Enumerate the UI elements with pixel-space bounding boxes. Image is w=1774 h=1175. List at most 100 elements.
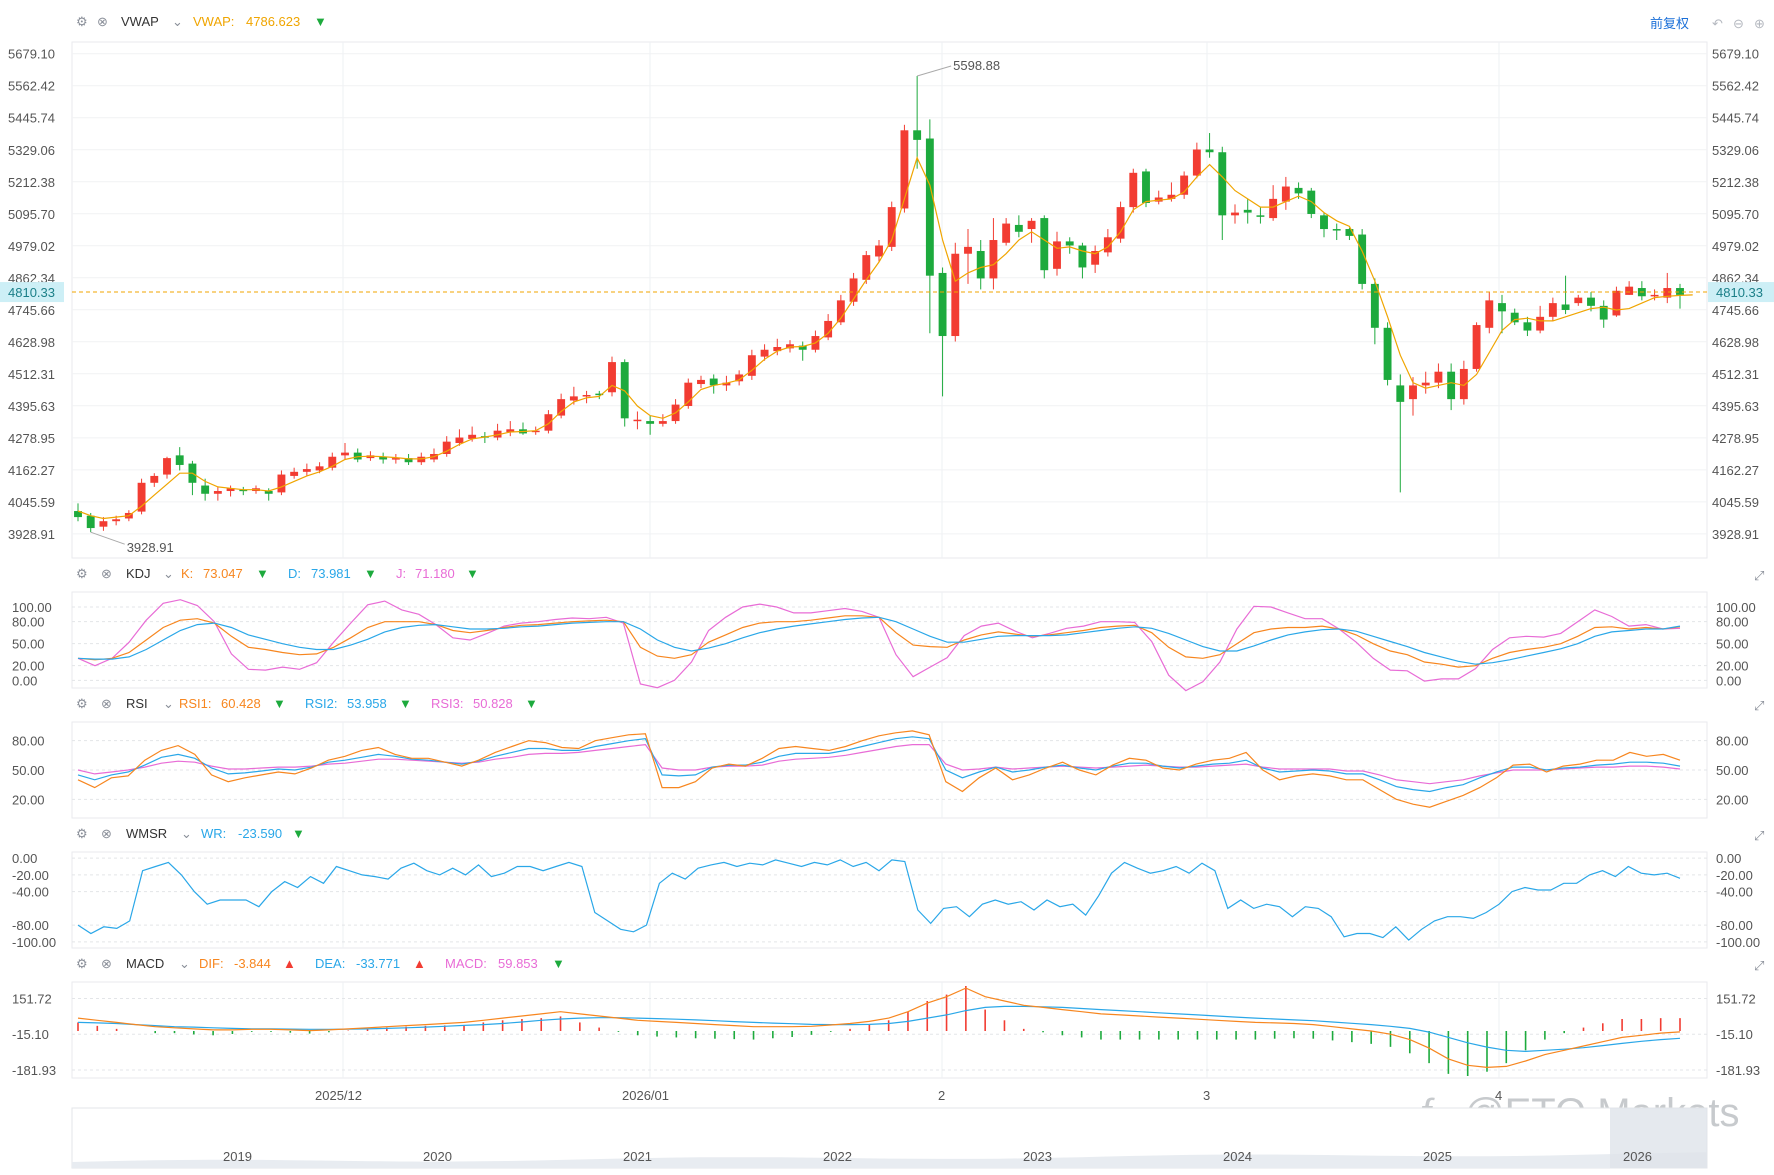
- rsi-name[interactable]: RSI: [126, 696, 148, 711]
- price-tick-right: 4862.34: [1712, 271, 1759, 286]
- wmsr-name[interactable]: WMSR: [126, 826, 167, 841]
- price-tick-left: 4979.02: [8, 239, 55, 254]
- panel-border: [71, 41, 1708, 559]
- candle-body: [646, 421, 655, 424]
- x-axis-label: 2025/12: [315, 1088, 362, 1103]
- zoom-in-icon[interactable]: ⊕: [1754, 16, 1765, 31]
- settings-gear-icon[interactable]: ⚙: [76, 956, 88, 971]
- expand-icon[interactable]: ⤢: [1754, 958, 1764, 973]
- navigator-year-label: 2019: [223, 1149, 252, 1164]
- y-tick-left: 20.00: [12, 659, 45, 674]
- rsi1-label: RSI1:: [179, 696, 212, 711]
- rsi-y-axis: 80.00 80.00 50.00 50.00 20.00 20.00: [12, 734, 1749, 808]
- y-tick-right: 80.00: [1716, 734, 1749, 749]
- candle-body: [99, 521, 108, 527]
- close-icon[interactable]: ⊗: [101, 696, 112, 711]
- chevron-down-icon[interactable]: ⌄: [179, 956, 190, 971]
- navigator-selection-window: [1610, 1108, 1707, 1168]
- settings-gear-icon[interactable]: ⚙: [76, 14, 88, 29]
- indicator-name[interactable]: VWAP: [121, 14, 159, 29]
- dropdown-triangle-icon[interactable]: ▼: [525, 696, 538, 711]
- dropdown-triangle-icon[interactable]: ▼: [273, 696, 286, 711]
- candle-body: [1040, 218, 1049, 271]
- candle-body: [404, 458, 413, 463]
- dropdown-triangle-icon[interactable]: ▼: [466, 566, 479, 581]
- price-tick-left: 4045.59: [8, 495, 55, 510]
- candle-body: [938, 272, 947, 337]
- candle-body: [328, 456, 337, 468]
- candle-body: [1396, 385, 1405, 402]
- candle-body: [836, 300, 845, 323]
- rsi1-line: [77, 730, 1681, 808]
- dropdown-triangle-icon[interactable]: ▼: [364, 566, 377, 581]
- candle-body: [302, 469, 311, 472]
- close-icon[interactable]: ⊗: [101, 826, 112, 841]
- candle-body: [735, 374, 744, 382]
- y-tick-right: -181.93: [1716, 1063, 1760, 1078]
- panel-border: [71, 851, 1708, 949]
- expand-icon[interactable]: ⤢: [1754, 698, 1764, 713]
- y-tick-left: 0.00: [12, 673, 37, 688]
- dropdown-triangle-icon[interactable]: ▼: [314, 14, 327, 29]
- rsi2-line: [77, 736, 1681, 793]
- price-tick-right: 5329.06: [1712, 143, 1759, 158]
- close-icon[interactable]: ⊗: [101, 956, 112, 971]
- macd-name[interactable]: MACD: [126, 956, 164, 971]
- price-tick-right: 4045.59: [1712, 495, 1759, 510]
- chevron-down-icon[interactable]: ⌄: [163, 566, 174, 581]
- current-price-label-right: 4810.33: [1716, 285, 1763, 300]
- y-tick-right: -100.00: [1716, 935, 1760, 950]
- navigator-year-label: 2026: [1623, 1149, 1652, 1164]
- kdj-name[interactable]: KDJ: [126, 566, 151, 581]
- candle-body: [875, 245, 883, 257]
- price-tick-right: 5095.70: [1712, 207, 1759, 222]
- y-tick-left: 0.00: [12, 851, 37, 866]
- candle-body: [1459, 368, 1468, 400]
- undo-icon[interactable]: ↶: [1712, 16, 1723, 31]
- current-price-label-left: 4810.33: [8, 285, 55, 300]
- candle-body: [1676, 288, 1684, 295]
- close-icon[interactable]: ⊗: [97, 14, 108, 29]
- candle-body: [1243, 209, 1252, 213]
- candle-body: [1409, 385, 1417, 400]
- high-annotation-leader: [917, 65, 952, 77]
- wmsr-header: ⚙ ⊗ WMSR ⌄ WR: -23.590 ▼ ⤢: [76, 826, 1764, 843]
- candle-body: [1536, 316, 1545, 331]
- dropdown-triangle-icon[interactable]: ▼: [292, 826, 305, 841]
- candle-body: [226, 488, 235, 492]
- dropdown-triangle-icon[interactable]: ▼: [256, 566, 269, 581]
- navigator-year-label: 2021: [623, 1149, 652, 1164]
- navigator-year-label: 2022: [823, 1149, 852, 1164]
- macd-histogram: [77, 986, 1681, 1076]
- close-icon[interactable]: ⊗: [101, 566, 112, 581]
- adjust-button[interactable]: 前复权: [1650, 16, 1689, 31]
- dropdown-triangle-icon[interactable]: ▼: [399, 696, 412, 711]
- settings-gear-icon[interactable]: ⚙: [76, 826, 88, 841]
- chevron-down-icon[interactable]: ⌄: [181, 826, 192, 841]
- expand-icon[interactable]: ⤢: [1754, 568, 1764, 583]
- vwap-value: 4786.623: [246, 14, 300, 29]
- candle-body: [709, 378, 718, 386]
- price-tick-right: 4278.95: [1712, 431, 1759, 446]
- wr-label: WR:: [201, 826, 226, 841]
- y-tick-left: -100.00: [12, 935, 56, 950]
- zoom-out-icon[interactable]: ⊖: [1733, 16, 1744, 31]
- price-tick-left: 4162.27: [8, 463, 55, 478]
- macd-label: MACD:: [445, 956, 487, 971]
- candle-body: [1383, 327, 1392, 380]
- price-tick-left: 5562.42: [8, 79, 55, 94]
- settings-gear-icon[interactable]: ⚙: [76, 696, 88, 711]
- candle-body: [239, 489, 248, 492]
- dropdown-triangle-icon[interactable]: ▼: [552, 956, 565, 971]
- candle-body: [900, 130, 909, 209]
- chevron-down-icon[interactable]: ⌄: [163, 696, 174, 711]
- expand-icon[interactable]: ⤢: [1754, 828, 1764, 843]
- y-tick-left: -40.00: [12, 885, 49, 900]
- settings-gear-icon[interactable]: ⚙: [76, 566, 88, 581]
- navigator-area: [72, 1152, 1707, 1168]
- y-tick-right: 100.00: [1716, 600, 1756, 615]
- price-tick-left: 3928.91: [8, 527, 55, 542]
- kdj-k-line: [77, 615, 1681, 668]
- chevron-down-icon[interactable]: ⌄: [172, 14, 183, 29]
